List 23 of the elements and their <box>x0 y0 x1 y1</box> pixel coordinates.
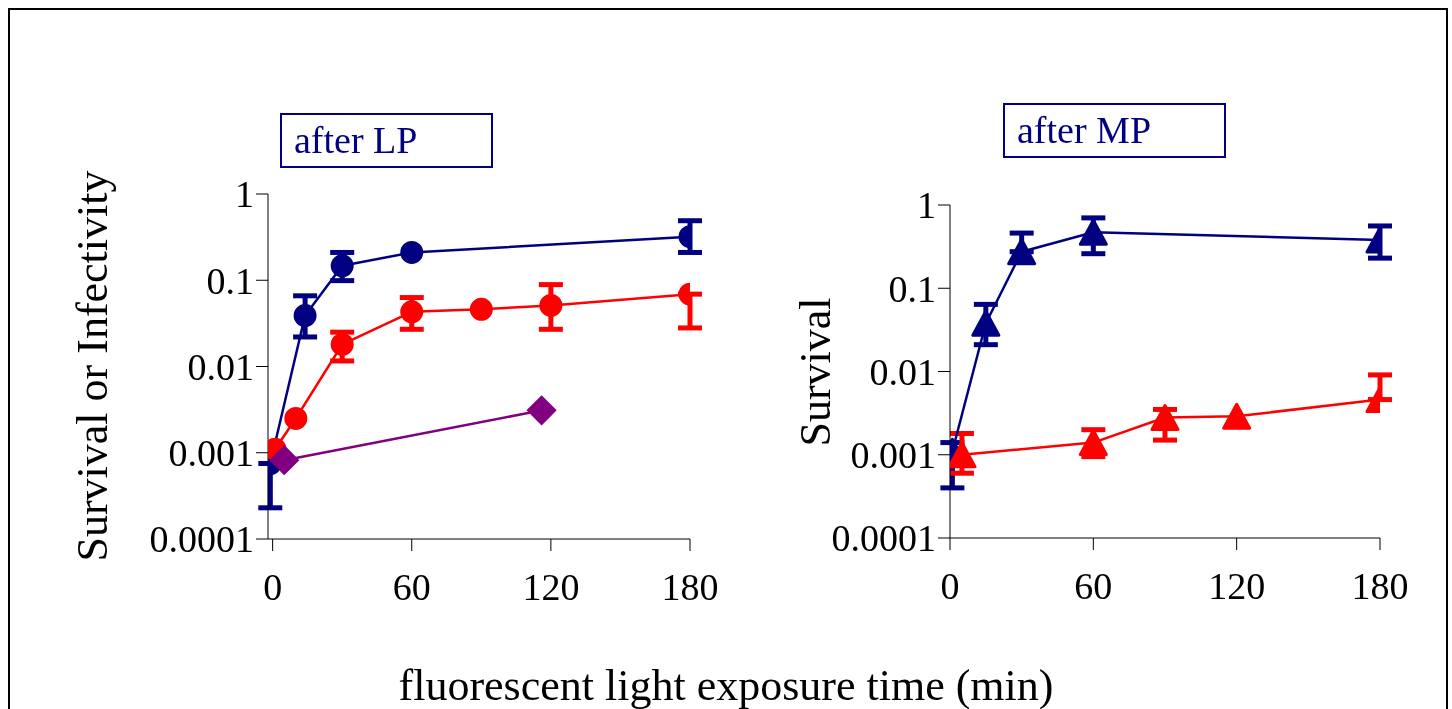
y-tick-label: 0.001 <box>850 434 936 477</box>
y-axis-title: Survival <box>789 297 841 447</box>
x-tick-label: 120 <box>522 565 580 608</box>
x-tick-label: 180 <box>1351 564 1409 607</box>
chart-title: after MP <box>1003 103 1226 158</box>
y-tick-label: 0.01 <box>869 350 936 393</box>
x-tick-label: 120 <box>1208 564 1266 607</box>
x-tick-label: 60 <box>392 565 431 608</box>
x-tick-label: 180 <box>661 565 719 608</box>
y-tick-label: 0.0001 <box>831 517 936 560</box>
x-tick-label: 0 <box>940 564 960 607</box>
y-tick-label: 0.01 <box>187 345 254 388</box>
y-axis-title: Survival or Infectivity <box>66 170 118 562</box>
y-tick-label: 1 <box>235 173 254 216</box>
y-tick-label: 0.1 <box>888 267 936 310</box>
y-tick-label: 0.001 <box>168 432 254 475</box>
chart-title: after LP <box>280 113 493 168</box>
y-tick-label: 1 <box>917 184 936 227</box>
x-tick-label: 60 <box>1074 564 1113 607</box>
y-tick-label: 0.1 <box>206 259 254 302</box>
x-tick-label: 0 <box>263 565 283 608</box>
x-axis-title: fluorescent light exposure time (min) <box>397 660 1055 709</box>
y-tick-label: 0.0001 <box>149 518 254 561</box>
